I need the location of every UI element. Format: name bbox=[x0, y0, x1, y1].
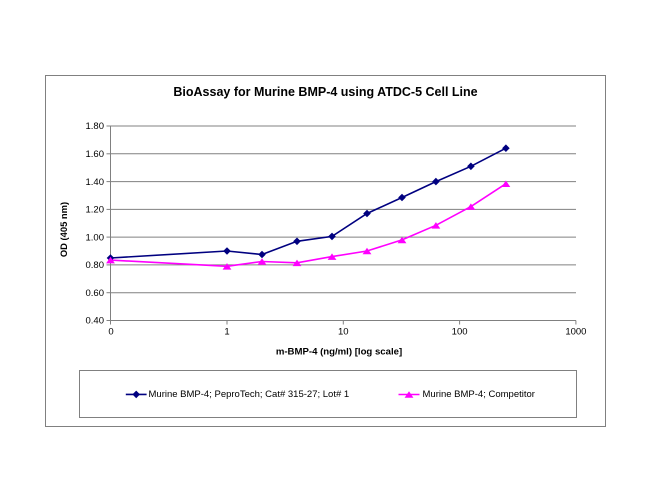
svg-text:0.40: 0.40 bbox=[86, 316, 105, 327]
svg-text:1.60: 1.60 bbox=[86, 149, 105, 160]
svg-text:OD (405 nm): OD (405 nm) bbox=[58, 202, 69, 257]
svg-text:1: 1 bbox=[224, 327, 229, 338]
svg-text:1.80: 1.80 bbox=[86, 121, 105, 132]
svg-text:Murine BMP-4; PeproTech; Cat#: Murine BMP-4; PeproTech; Cat# 315-27; Lo… bbox=[149, 389, 350, 400]
svg-text:10: 10 bbox=[338, 327, 349, 338]
svg-text:100: 100 bbox=[452, 327, 468, 338]
svg-text:1.20: 1.20 bbox=[86, 205, 105, 216]
svg-text:m-BMP-4 (ng/ml) [log scale]: m-BMP-4 (ng/ml) [log scale] bbox=[276, 347, 402, 358]
svg-text:1.00: 1.00 bbox=[86, 232, 105, 243]
svg-text:0.80: 0.80 bbox=[86, 260, 105, 271]
svg-text:1.40: 1.40 bbox=[86, 177, 105, 188]
svg-text:BioAssay for Murine BMP-4 usin: BioAssay for Murine BMP-4 using ATDC-5 C… bbox=[173, 85, 477, 99]
svg-text:Murine BMP-4; Competitor: Murine BMP-4; Competitor bbox=[423, 389, 535, 400]
svg-text:0.60: 0.60 bbox=[86, 288, 105, 299]
svg-text:0: 0 bbox=[108, 327, 113, 338]
svg-text:1000: 1000 bbox=[565, 327, 586, 338]
